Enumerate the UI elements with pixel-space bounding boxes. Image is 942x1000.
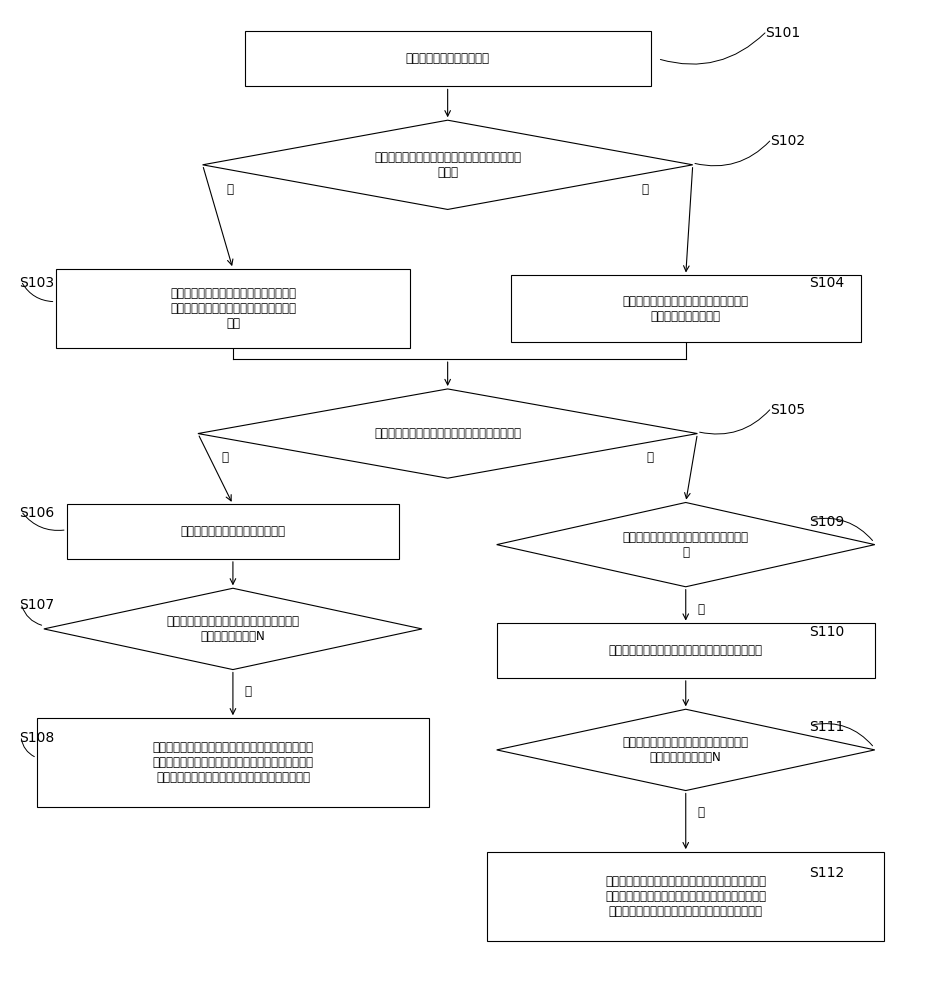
Polygon shape [44,588,422,670]
Text: 判断所述空调器是否在开机预设时间后停
机: 判断所述空调器是否在开机预设时间后停 机 [623,531,749,559]
Polygon shape [496,709,875,791]
Text: S105: S105 [770,403,804,417]
Text: 判断一定时间内所述当前温度和运行模式
的记录次数是否大于N: 判断一定时间内所述当前温度和运行模式 的记录次数是否大于N [623,736,749,764]
Text: 是: 是 [221,451,228,464]
Text: 控制所述空调器按照预先存储的所述常用
设定温度区间对应的设定温度和运行模式
运行: 控制所述空调器按照预先存储的所述常用 设定温度区间对应的设定温度和运行模式 运行 [170,287,296,330]
Text: 将所述室内环境温度所在的温度区间存储为一个常用
设定温度区间，将所述当前温度和运行模式存储为与
所述常用设定温度区间对应的设定温度和运行模式: 将所述室内环境温度所在的温度区间存储为一个常用 设定温度区间，将所述当前温度和运… [606,875,766,918]
Text: S111: S111 [809,720,844,734]
FancyBboxPatch shape [67,504,398,559]
Text: 控制所述空调器按照用户上一次设置的设
定温度和运行模式运行: 控制所述空调器按照用户上一次设置的设 定温度和运行模式运行 [623,295,749,323]
Text: S104: S104 [809,276,844,290]
Polygon shape [496,502,875,587]
Text: 是: 是 [226,183,233,196]
Text: 否: 否 [646,451,653,464]
Text: S112: S112 [809,866,844,880]
FancyBboxPatch shape [487,852,885,941]
Text: 将所述室内环境温度所在的温度区间存储为一个常用
设定温度区间，将所述设定温度和运行模式存储为与
所述常用设定温度区间对应的设定温度和运行模式: 将所述室内环境温度所在的温度区间存储为一个常用 设定温度区间，将所述设定温度和运… [153,741,314,784]
Text: 获取空调器的室内环境温度: 获取空调器的室内环境温度 [406,52,490,65]
FancyBboxPatch shape [511,275,861,342]
Text: 记录一次所述空调器停机时的当前温度和运行模式: 记录一次所述空调器停机时的当前温度和运行模式 [609,644,763,657]
FancyBboxPatch shape [496,623,875,678]
FancyBboxPatch shape [56,269,411,348]
Polygon shape [198,389,697,478]
Text: S110: S110 [809,625,844,639]
Text: 判断所述空调器是否在达到所述设定温度后停机: 判断所述空调器是否在达到所述设定温度后停机 [374,427,521,440]
Text: 是: 是 [697,806,704,819]
Text: 是: 是 [697,603,704,616]
Text: S106: S106 [19,506,55,520]
Text: 判断一定时间内所述设定温度和运行模式的
记录次数是否大于N: 判断一定时间内所述设定温度和运行模式的 记录次数是否大于N [167,615,300,643]
Text: S101: S101 [765,26,801,40]
FancyBboxPatch shape [245,31,651,86]
Text: S109: S109 [809,515,844,529]
Text: 判断所述室内环境温度是否在任一常用设定温度
区间内: 判断所述室内环境温度是否在任一常用设定温度 区间内 [374,151,521,179]
Text: S103: S103 [19,276,55,290]
Text: S108: S108 [19,731,55,745]
Text: 否: 否 [642,183,648,196]
Polygon shape [203,120,692,209]
Text: 是: 是 [244,685,252,698]
FancyBboxPatch shape [37,718,429,807]
Text: S102: S102 [770,134,804,148]
Text: 记录一次所述设定温度和运行模式: 记录一次所述设定温度和运行模式 [181,525,285,538]
Text: S107: S107 [19,598,55,612]
